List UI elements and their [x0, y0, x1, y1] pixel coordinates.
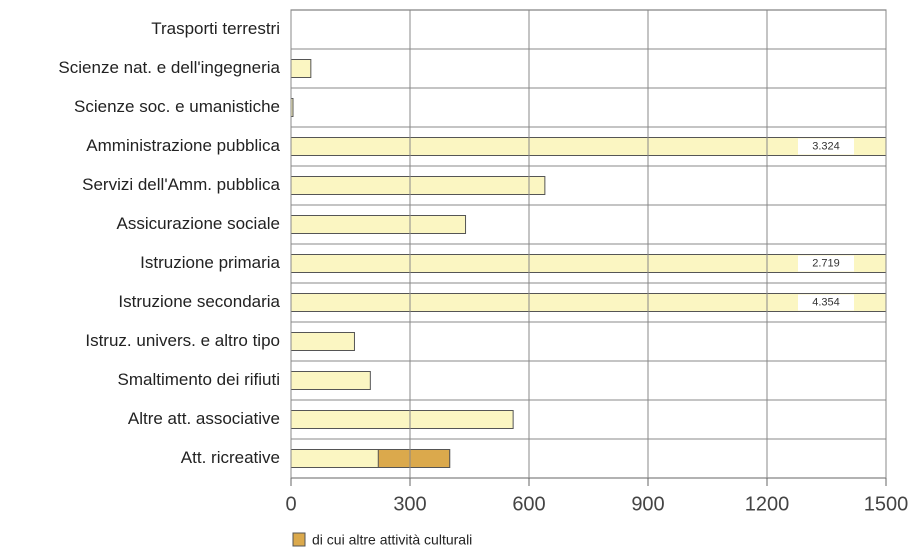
value-label: 3.324 [812, 140, 840, 152]
value-label-bg [798, 255, 854, 272]
x-tick-label: 300 [393, 493, 426, 515]
bar [291, 59, 312, 78]
value-label-bg [798, 294, 854, 311]
bar [291, 332, 355, 351]
x-tick-label: 0 [285, 493, 296, 515]
bar [291, 176, 546, 195]
category-label: Scienze soc. e umanistiche [74, 97, 280, 116]
bar [291, 371, 371, 390]
bar [291, 410, 514, 429]
category-label: Assicurazione sociale [117, 214, 280, 233]
category-label: Servizi dell'Amm. pubblica [82, 175, 280, 194]
bar [291, 254, 886, 273]
legend-label: di cui altre attività culturali [312, 532, 472, 548]
category-label: Amministrazione pubblica [86, 136, 280, 155]
sub-bar [377, 449, 451, 468]
category-label: Smaltimento dei rifiuti [117, 370, 280, 389]
value-label: 2.719 [812, 257, 840, 269]
category-label: Att. ricreative [181, 448, 280, 467]
category-label: Istruzione primaria [140, 253, 280, 272]
legend-swatch [292, 532, 306, 547]
bars [291, 59, 886, 468]
bar [291, 215, 467, 234]
bar [291, 98, 294, 117]
category-label: Istruzione secondaria [118, 292, 280, 311]
x-tick-label: 900 [631, 493, 664, 515]
x-tick-label: 1500 [864, 493, 909, 515]
bar [291, 137, 886, 156]
x-tick-label: 600 [512, 493, 545, 515]
value-label: 4.354 [812, 296, 840, 308]
category-label: Istruz. univers. e altro tipo [85, 331, 280, 350]
x-tick-label: 1200 [745, 493, 790, 515]
value-label-bg [798, 138, 854, 155]
category-label: Trasporti terrestri [151, 19, 280, 38]
category-label: Scienze nat. e dell'ingegneria [58, 58, 280, 77]
category-label: Altre att. associative [128, 409, 280, 428]
bar [291, 293, 886, 312]
